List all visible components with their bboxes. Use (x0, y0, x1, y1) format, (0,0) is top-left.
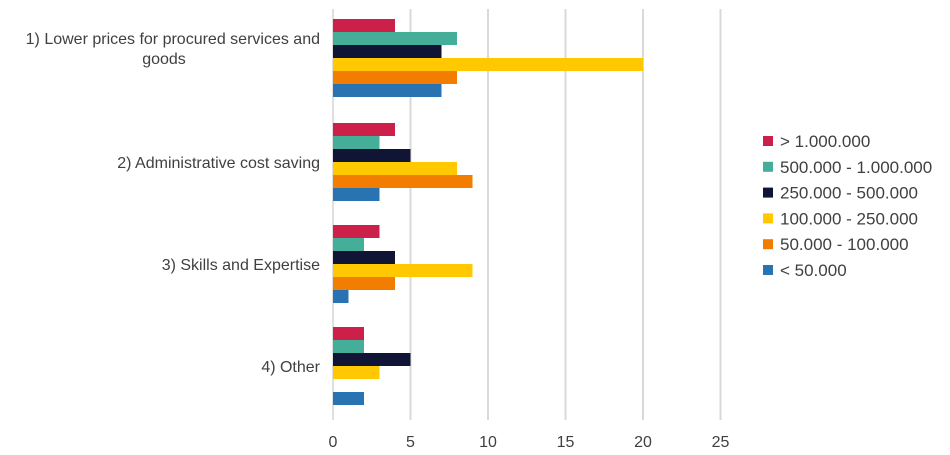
bar-500-000-1-000-000-cat3 (333, 238, 364, 251)
bar-50-000-cat3 (333, 290, 349, 303)
bar-500-000-1-000-000-cat1 (333, 32, 457, 45)
x-tick-label-15: 15 (557, 434, 575, 451)
legend-swatch-250-000-500-000 (763, 187, 773, 198)
category-label-2: 2) Administrative cost saving (117, 155, 320, 172)
bar-100-000-250-000-cat1 (333, 58, 643, 71)
legend-label-100-000-250-000: 100.000 - 250.000 (780, 209, 918, 228)
x-tick-labels: 0 5 10 15 20 25 (329, 434, 730, 451)
bar-100-000-250-000-cat2 (333, 162, 457, 175)
legend-swatch-100-000-250-000 (763, 213, 773, 224)
category-label-4: 4) Other (261, 359, 320, 376)
x-tick-label-20: 20 (634, 434, 652, 451)
category-label-3: 3) Skills and Expertise (162, 257, 320, 274)
bar-250-000-500-000-cat4 (333, 353, 411, 366)
category-label-1-line2: goods (142, 51, 186, 68)
bar-50-000-cat4 (333, 392, 364, 405)
bar-50-000-cat1 (333, 84, 442, 97)
legend-label-500-000-1-000-000: 500.000 - 1.000.000 (780, 158, 932, 177)
legend-swatch-1-000-000 (763, 136, 773, 146)
category-label-1-line1: 1) Lower prices for procured services an… (26, 31, 320, 48)
bars (333, 19, 643, 405)
bar-500-000-1-000-000-cat2 (333, 136, 380, 149)
legend-swatch-50-000-100-000 (763, 239, 773, 250)
legend-label-1-000-000: > 1.000.000 (780, 132, 870, 151)
bar-50-000-cat2 (333, 188, 380, 201)
bar-1-000-000-cat2 (333, 123, 395, 136)
bar-100-000-250-000-cat4 (333, 366, 380, 379)
x-tick-label-10: 10 (479, 434, 497, 451)
bar-250-000-500-000-cat3 (333, 251, 395, 264)
bar-50-000-100-000-cat3 (333, 277, 395, 290)
bar-250-000-500-000-cat1 (333, 45, 442, 58)
bar-250-000-500-000-cat2 (333, 149, 411, 162)
bar-1-000-000-cat1 (333, 19, 395, 32)
bar-1-000-000-cat4 (333, 327, 364, 340)
legend-label-50-000: < 50.000 (780, 261, 847, 280)
legend: > 1.000.000 500.000 - 1.000.000 250.000 - … (763, 132, 932, 280)
bar-100-000-250-000-cat3 (333, 264, 473, 277)
category-labels: 1) Lower prices for procured services an… (26, 31, 321, 376)
legend-swatch-500-000-1-000-000 (763, 161, 773, 172)
bar-50-000-100-000-cat1 (333, 71, 457, 84)
x-tick-label-25: 25 (712, 434, 730, 451)
bar-50-000-100-000-cat2 (333, 175, 473, 188)
legend-label-250-000-500-000: 250.000 - 500.000 (780, 184, 918, 203)
bar-500-000-1-000-000-cat4 (333, 340, 364, 353)
x-tick-label-0: 0 (329, 434, 338, 451)
legend-label-50-000-100-000: 50.000 - 100.000 (780, 235, 909, 254)
x-tick-label-5: 5 (406, 434, 415, 451)
legend-swatch-50-000 (763, 265, 773, 275)
bar-1-000-000-cat3 (333, 225, 380, 238)
